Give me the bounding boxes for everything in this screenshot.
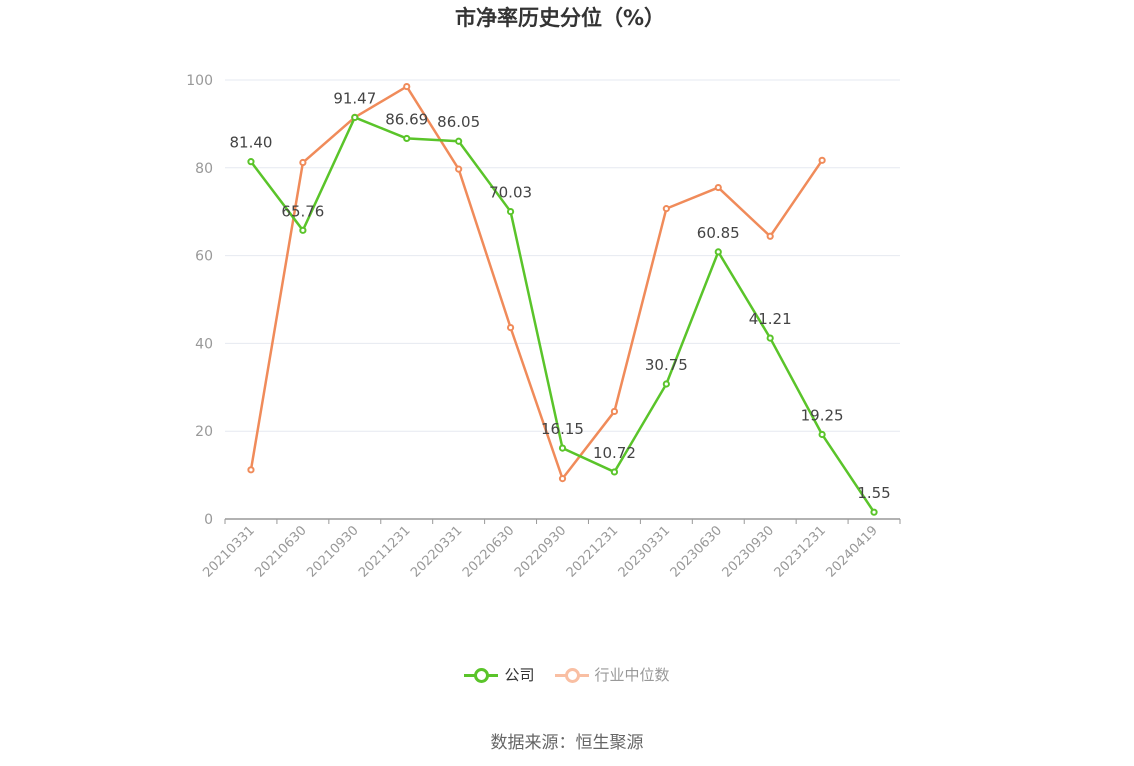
gridlines [225, 79, 900, 432]
x-tick-label: 20230930 [720, 523, 777, 580]
data-point-company [506, 207, 515, 216]
legend-label-industry-median: 行业中位数 [594, 666, 670, 684]
data-point-industry-median [506, 323, 515, 332]
data-point-company [455, 137, 463, 145]
x-tick-label: 20230630 [668, 523, 725, 580]
data-label: 10.72 [593, 444, 636, 462]
data-point-industry-median [714, 183, 722, 192]
data-point-company [610, 468, 619, 476]
x-tick-label: 20211231 [356, 523, 413, 580]
y-tick-label: 40 [195, 336, 213, 352]
data-label: 41.21 [749, 310, 792, 328]
y-tick-label: 0 [204, 512, 213, 528]
legend-industry-marker [554, 665, 589, 685]
x-tick-label: 20220331 [408, 523, 465, 580]
legend: 公司 行业中位数 [0, 664, 1134, 685]
data-point-company [870, 508, 878, 516]
x-tick-label: 20221231 [564, 523, 621, 580]
x-axis: 0 20 40 60 80 100 2021033120210630202109302021… [186, 73, 901, 581]
data-point-company [714, 248, 722, 256]
data-point-industry-median [558, 475, 567, 483]
x-tick-label: 20220930 [512, 523, 569, 580]
data-point-company [818, 430, 826, 439]
chart-title: 市净率历史分位（%） [454, 6, 666, 30]
data-point-industry-median [455, 165, 463, 173]
data-point-company [766, 334, 774, 342]
y-tick-label: 20 [195, 424, 213, 440]
data-point-industry-median [766, 232, 774, 240]
data-label: 65.76 [281, 202, 324, 220]
x-tick-label: 20230331 [616, 523, 673, 580]
data-label: 81.40 [229, 134, 272, 152]
data-point-company [558, 444, 567, 452]
data-point-industry-median [403, 82, 411, 91]
x-tick-label: 20210930 [304, 523, 361, 580]
x-tick-label: 20231231 [772, 523, 829, 580]
data-label: 16.15 [541, 420, 584, 438]
data-label: 91.47 [333, 89, 376, 107]
data-label: 60.85 [697, 224, 740, 242]
data-labels: 81.40 65.76 91.47 86.69 86.05 70.03 16.15 10.72… [229, 89, 890, 502]
legend-company-marker [464, 665, 499, 685]
legend-label-company: 公司 [504, 666, 535, 684]
legend-item-company[interactable]: 公司 [464, 664, 535, 685]
data-point-industry-median [818, 156, 826, 164]
data-label: 1.55 [857, 484, 890, 502]
data-point-industry-median [610, 407, 619, 416]
legend-item-industry-median[interactable]: 行业中位数 [554, 664, 670, 685]
y-tick-label: 80 [195, 161, 213, 177]
data-point-company [247, 158, 255, 166]
y-tick-label: 100 [186, 73, 213, 89]
x-tick-label: 20240419 [823, 523, 880, 580]
data-label: 70.03 [489, 184, 532, 202]
source-note: 数据来源：恒生聚源 [490, 733, 644, 753]
data-point-industry-median [662, 205, 670, 213]
data-point-company [662, 380, 670, 388]
y-tick-label: 60 [195, 249, 213, 265]
x-tick-label: 20210331 [200, 523, 257, 580]
data-point-industry-median [299, 158, 307, 167]
series-layer [247, 82, 878, 516]
data-label: 86.05 [437, 113, 480, 131]
x-tick-label: 20220630 [460, 523, 517, 580]
data-label: 19.25 [801, 406, 844, 424]
data-label: 86.69 [385, 110, 428, 128]
data-label: 30.75 [645, 356, 688, 374]
x-tick-label: 20210630 [252, 523, 309, 580]
data-point-company [351, 113, 359, 122]
series-line-industry-median [249, 85, 824, 480]
data-point-company [403, 134, 411, 143]
data-point-company [299, 226, 307, 234]
data-point-industry-median [247, 466, 255, 474]
